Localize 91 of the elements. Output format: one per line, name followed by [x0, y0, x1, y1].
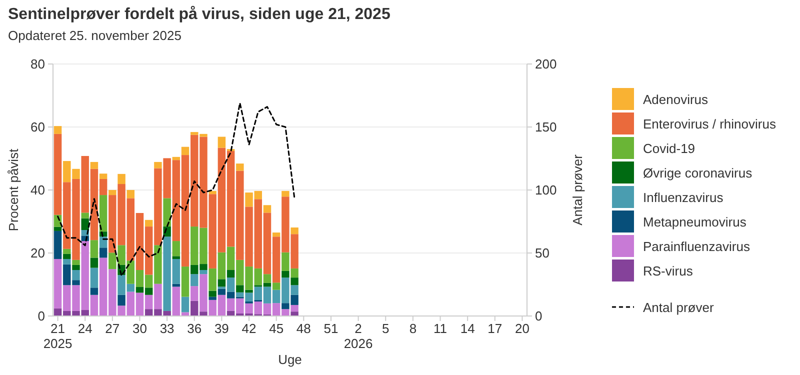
bar [99, 174, 108, 179]
bar [290, 312, 298, 316]
bar [72, 264, 80, 270]
bar [181, 146, 190, 156]
x-tick-label: 39 [214, 321, 229, 336]
bar [163, 198, 171, 227]
bar [90, 268, 98, 288]
x-tick-label: 2 2026 [344, 321, 373, 351]
legend-label: Adenovirus [643, 92, 709, 107]
bar [90, 288, 98, 295]
bar [190, 274, 198, 286]
legend-label: Covid-19 [643, 141, 696, 156]
bar [218, 279, 226, 287]
bar [218, 136, 226, 148]
legend-label: RS-virus [643, 264, 694, 278]
y2-tick-label: 50 [535, 246, 550, 260]
bar [63, 248, 71, 254]
bar [126, 190, 135, 198]
bar [118, 294, 126, 306]
x-tick-label: 11 [434, 321, 448, 336]
x-tick-label: 8 [409, 321, 417, 336]
bar [99, 248, 108, 258]
y2-tick-label: 0 [535, 308, 542, 324]
bar [144, 220, 153, 227]
bar [72, 270, 80, 280]
x-tick-label: 17 [488, 321, 502, 336]
bar [72, 260, 80, 265]
bar [282, 190, 290, 197]
legend-label: Enterovirus / rhinovirus [643, 116, 776, 132]
x-axis-title: Uge [278, 352, 302, 367]
chart-title: Sentinelprøver fordelt på virus, siden uge 21, 2025 [8, 5, 390, 23]
bar [181, 296, 190, 312]
y-tick-label: 0 [38, 308, 45, 324]
legend-label: Øvrige coronavirus [643, 166, 753, 180]
bar [172, 256, 180, 259]
y-tick-label: 40 [30, 182, 45, 198]
y-tick-label: 20 [30, 246, 45, 260]
bar [90, 240, 98, 258]
bar [208, 190, 216, 194]
bar [54, 230, 62, 259]
y-tick-label: 80 [30, 56, 45, 72]
bar [200, 270, 208, 274]
bar [290, 278, 298, 286]
bar [263, 205, 272, 213]
bar [108, 190, 116, 196]
bar [172, 156, 180, 160]
y-tick-label: 60 [30, 120, 45, 134]
legend-label: Influenzavirus [643, 190, 724, 205]
x-tick-label: 42 [242, 321, 256, 336]
x-tick-label: 51 [324, 321, 338, 336]
x-tick-label: 45 [269, 321, 284, 336]
y2-tick-label: 200 [535, 56, 557, 72]
bar [208, 290, 216, 297]
legend-label: Metapneumovirus [643, 214, 747, 230]
x-tick-label: 27 [105, 321, 120, 336]
bar [226, 270, 235, 278]
bar [282, 270, 290, 278]
chart-subtitle: Opdateret 25. november 2025 [8, 28, 182, 43]
bar [90, 162, 98, 169]
y2-tick-label: 100 [535, 182, 557, 198]
bar [54, 226, 62, 231]
x-tick-label: 33 [160, 321, 174, 336]
x-tick-label: 24 [78, 321, 92, 336]
y-axis-title: Procent påvist [6, 148, 21, 232]
x-tick-label: 21 2025 [43, 321, 72, 351]
bar [236, 164, 244, 171]
x-tick-label: 30 [132, 321, 147, 336]
x-tick-label: 20 [514, 321, 530, 336]
x-tick-label: 48 [296, 321, 311, 336]
bar [208, 296, 216, 300]
bar [63, 258, 71, 264]
bar [90, 258, 98, 268]
legend-label: Parainfluenzavirus [643, 239, 750, 254]
bar [290, 227, 298, 234]
x-tick-label: 36 [187, 321, 202, 336]
bar [154, 162, 162, 168]
bar [81, 212, 89, 218]
y2-tick-label: 150 [535, 120, 557, 134]
bar [181, 266, 190, 297]
legend-label: Antal prøver [643, 300, 714, 315]
line-series [57, 102, 296, 276]
bar [81, 218, 89, 230]
y2-axis-title: Antal prøver [570, 154, 585, 226]
bar [54, 126, 62, 134]
bar [99, 195, 108, 232]
x-tick-label: 14 [460, 321, 475, 336]
x-tick-label: 5 [382, 321, 390, 336]
bar [118, 174, 126, 184]
bar [272, 232, 280, 237]
bar [172, 241, 180, 256]
bar [63, 254, 71, 259]
